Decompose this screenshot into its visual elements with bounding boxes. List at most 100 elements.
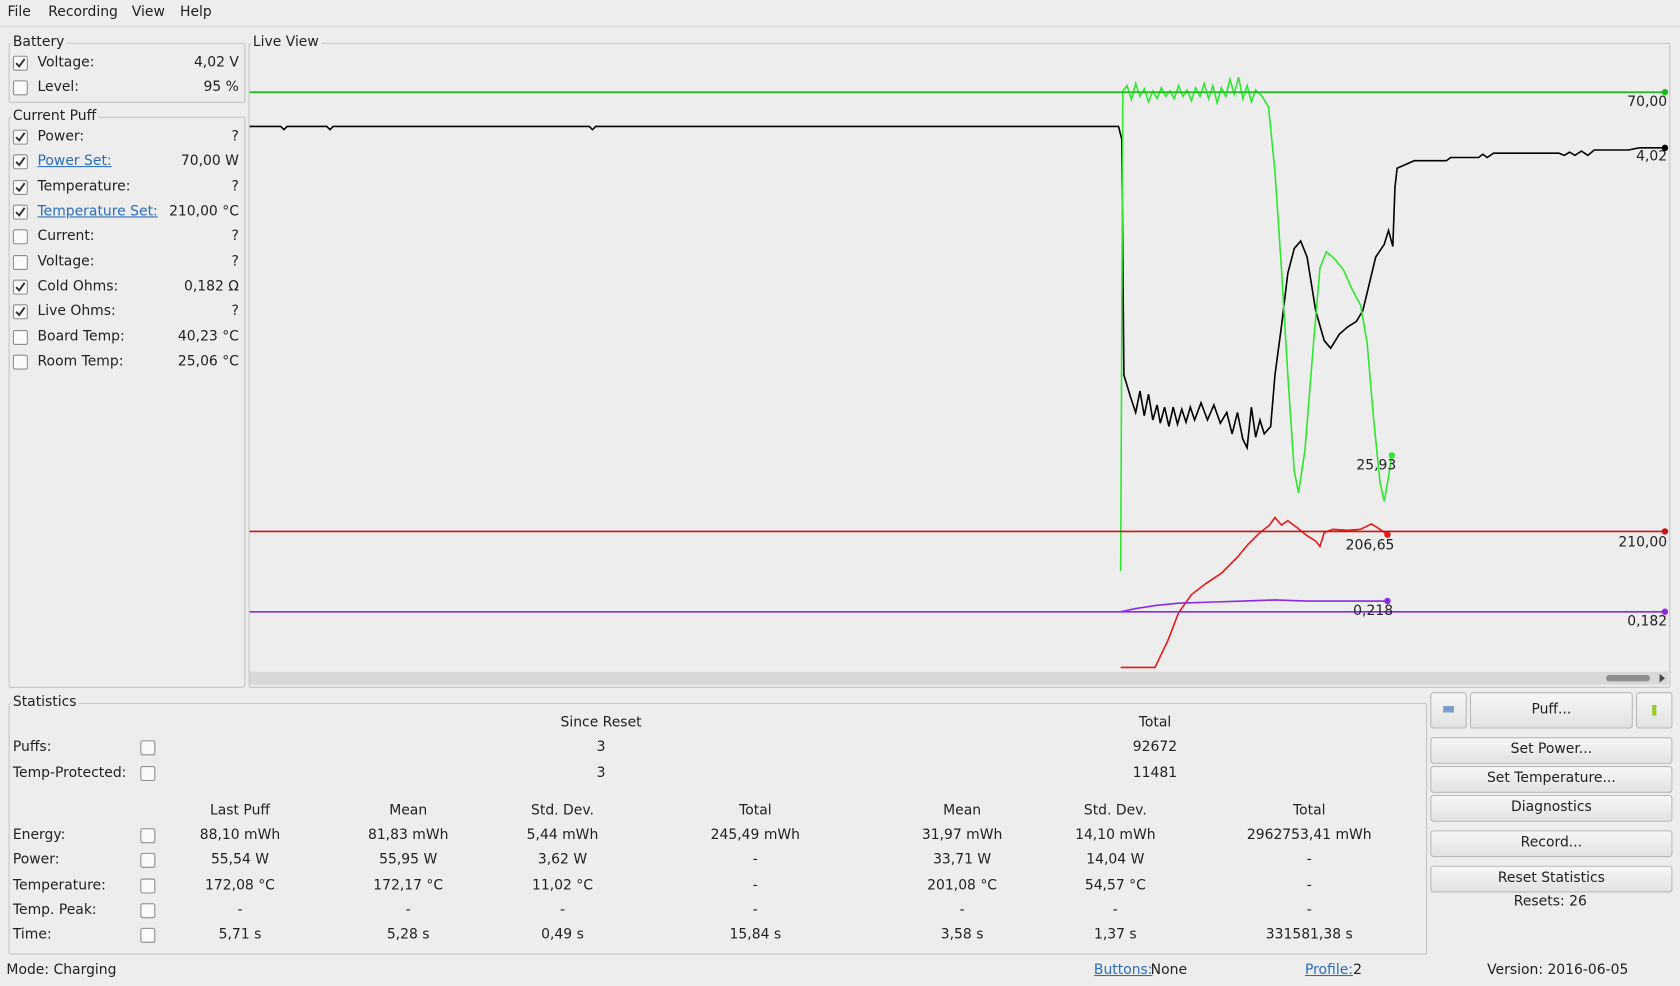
action-button[interactable]: Set Temperature... [1430,766,1673,793]
stat-value: 92672 [1132,739,1178,756]
row-label: Puffs: [12,739,52,756]
menu-item[interactable]: File [7,4,31,21]
action-button[interactable]: Diagnostics [1430,794,1673,822]
puff-label: Cold Ohms: [37,278,119,295]
puff-value: 25,06 °C [177,353,239,370]
stat-value: 3,62 W [537,852,588,869]
puff-label: Temperature: [37,178,131,195]
stat-value: 0,49 s [541,926,584,944]
checkbox[interactable] [12,129,28,145]
status-version: Version: 2016-06-05 [1487,962,1629,979]
column-header: Std. Dev. [1083,802,1147,819]
end-dot [1384,597,1391,605]
checkbox[interactable] [12,204,28,220]
status-buttons-link[interactable]: Buttons: [1093,962,1153,979]
scrollbar-track[interactable] [249,671,1669,685]
end-dot [1661,528,1669,535]
checkbox[interactable] [12,154,28,170]
column-header: Mean [389,802,428,819]
checkbox[interactable] [140,928,156,944]
scroll-arrow[interactable] [1659,673,1665,683]
row-label: Temp-Protected: [12,764,127,781]
stat-value: 11,02 °C [531,877,593,894]
resets-count: Resets: 26 [1513,893,1587,910]
stat-value: - [752,877,758,894]
checkbox[interactable] [140,828,156,844]
checkbox[interactable] [12,329,28,345]
group-title: Statistics [10,694,79,712]
icon-button[interactable] [1430,692,1467,729]
battery-label: Level: [37,79,79,96]
checkbox[interactable] [140,903,156,919]
puff-value: 0,182 Ω [183,278,239,295]
checkbox[interactable] [12,80,28,96]
stat-value: 3,58 s [940,926,984,944]
stat-value: - [752,852,758,869]
stat-value: 31,97 mWh [921,827,1003,844]
checkbox[interactable] [140,740,156,756]
puff-label[interactable]: Power Set: [37,153,112,170]
row-label: Power: [12,852,60,869]
group-box [8,42,246,103]
stat-value: 5,44 mWh [526,827,599,844]
trace-label: 0,182 [1627,613,1668,630]
stat-value: 11481 [1132,764,1178,781]
stat-value: - [405,902,411,919]
stat-value: 201,08 °C [927,877,998,894]
row-label: Time: [12,926,52,944]
group-title: Battery [10,34,67,52]
checkbox[interactable] [12,279,28,295]
stat-value: 15,84 s [729,926,782,944]
stat-value: - [752,902,758,919]
action-button[interactable]: Reset Statistics [1430,865,1673,893]
group-box [8,116,246,688]
fire-button[interactable] [1636,692,1673,729]
checkbox[interactable] [140,878,156,894]
puff-label: Room Temp: [37,353,124,370]
trace-green [1119,76,1393,572]
stat-value: 33,71 W [933,852,992,869]
puff-value: ? [231,228,239,245]
puff-label: Live Ohms: [37,303,116,320]
checkbox[interactable] [12,354,28,370]
row-label: Temp. Peak: [12,902,97,919]
checkbox[interactable] [12,55,28,71]
trace-label: 0,218 [1353,603,1394,620]
scrollbar-handle[interactable] [1606,674,1650,682]
action-button[interactable]: Set Power... [1430,737,1673,764]
end-dot [1384,531,1391,538]
puff-button[interactable]: Puff... [1469,692,1633,729]
column-header: Mean [943,802,982,819]
checkbox[interactable] [12,254,28,270]
trace-purple [1120,599,1388,613]
checkbox[interactable] [12,229,28,245]
battery-value: 4,02 V [193,54,239,71]
status-profile-link[interactable]: Profile: [1304,962,1353,979]
trace-red [1120,516,1388,669]
menu-item[interactable]: Help [179,4,212,21]
status-profile-value: 2 [1353,962,1363,979]
column-header: Total [1292,802,1326,819]
menu-item[interactable]: View [131,4,165,21]
stat-value: - [1306,852,1312,869]
stat-value: 88,10 mWh [199,827,281,844]
stat-value: 5,71 s [218,926,262,944]
stat-value: 55,95 W [379,852,438,869]
checkbox[interactable] [140,853,156,869]
stat-value: - [959,902,965,919]
puff-label: Power: [37,128,85,145]
puff-label: Current: [37,228,95,245]
checkbox[interactable] [12,179,28,195]
live-view-box [248,42,1671,688]
stat-value: 14,04 W [1086,852,1145,869]
checkbox[interactable] [12,304,28,320]
menu-item[interactable]: Recording [48,4,118,21]
action-button[interactable]: Record... [1430,830,1673,858]
trace-black [249,125,1667,451]
puff-label[interactable]: Temperature Set: [37,203,158,220]
puff-value: 40,23 °C [177,328,239,345]
check-mark [15,207,26,217]
checkbox[interactable] [140,765,156,781]
